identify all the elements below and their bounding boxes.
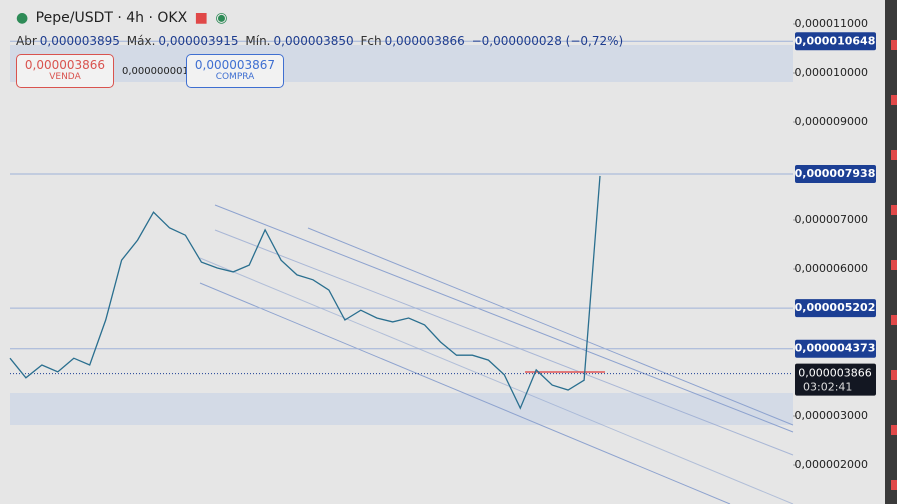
symbol: ● Pepe/USDT · 4h · OKX ■ ◉ [16,10,228,26]
trend-line [214,204,794,433]
y-tick-label: 0,000006000 [795,262,868,275]
trend-line [199,257,794,504]
side-marks [891,40,897,490]
y-tick-label: 0,000007000 [795,213,868,226]
value: 0,000003895 [39,34,120,48]
label: Fch [360,34,382,48]
y-tick-label: 0,000010000 [795,66,868,79]
buy-button[interactable]: 0,000003867 COMPRA [186,54,284,88]
current-box [795,363,876,396]
price-line [9,175,601,410]
value: 0,000003915 [158,34,239,48]
y-tick-label: 0,000002000 [795,458,868,471]
change: −0,000000028 (−0,72%) [471,34,624,48]
label: Máx. [126,34,156,48]
trend-line [199,282,731,504]
channel [199,204,794,504]
level-label: 0,000005202 [795,301,876,314]
current-label: 0,000003866 [798,367,871,380]
value: 0,000003850 [273,34,354,48]
level-label: 0,000004373 [795,342,876,355]
buy-price: 0,000003867 [194,58,276,72]
timer: 03:02:41 [803,381,852,394]
trend-line [307,227,794,426]
buy-label: COMPRA [215,72,255,82]
level-box [795,339,876,358]
level-box [795,32,876,51]
label: Abr [16,34,37,48]
zone [10,393,793,425]
level-box [795,165,876,184]
value: 0,000003866 [384,34,465,48]
zone [10,45,793,82]
level-label: 0,000007938 [795,167,876,180]
ohlc: Abr 0,000003895 Máx. 0,000003915 Mín. 0,000… [16,34,626,48]
sell-price: 0,000003866 [24,58,106,72]
sell-button[interactable]: 0,000003866 VENDA [16,54,114,88]
y-tick-label: 0,000011000 [795,17,868,30]
symbol-name: Pepe/USDT · 4h · OKX [35,10,188,26]
sell-label: VENDA [49,72,81,82]
spread: 0,000000001 [122,66,189,77]
level-box [795,299,876,318]
y-tick-label: 0,000009000 [795,115,868,128]
level-label: 0,000010648 [795,34,876,47]
label: Mín. [245,34,271,48]
trend-line [214,229,794,456]
y-tick-label: 0,000003000 [795,409,868,422]
